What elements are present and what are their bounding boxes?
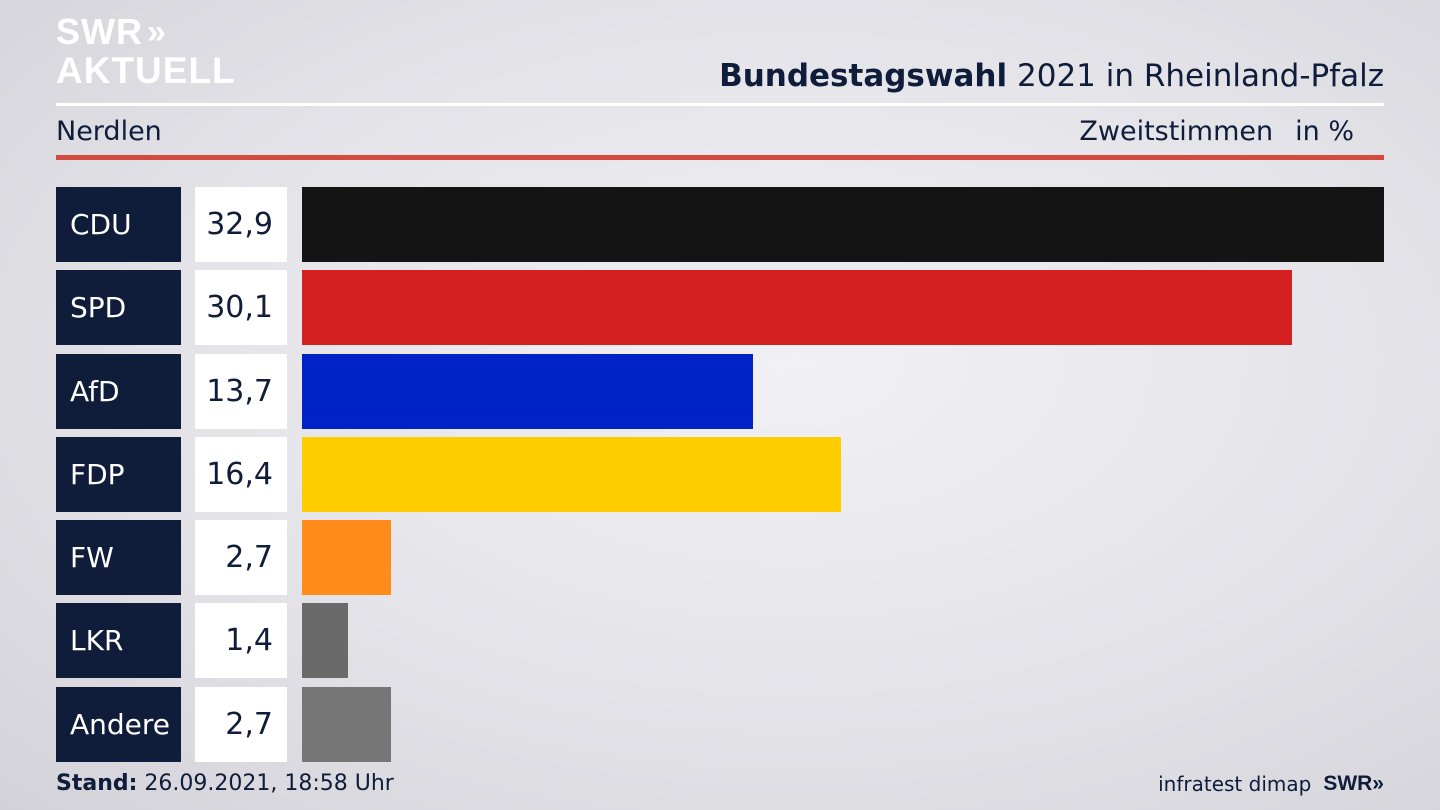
party-label: FDP <box>56 436 181 512</box>
location-label: Nerdlen <box>56 116 162 147</box>
logo-aktuell-text: AKTUELL <box>56 50 236 91</box>
party-label: SPD <box>56 270 181 346</box>
bar <box>302 436 841 512</box>
bar <box>302 187 1384 262</box>
value-label: 32,9 <box>195 187 287 262</box>
header-divider <box>56 103 1384 106</box>
bar <box>302 520 391 596</box>
chart-title: Bundestagswahl 2021 in Rheinland-Pfalz <box>719 58 1384 94</box>
bar <box>302 353 753 429</box>
vote-type-label: Zweitstimmen in % <box>1079 116 1354 147</box>
party-label: AfD <box>56 353 181 429</box>
source-label: infratest dimap <box>1158 772 1312 796</box>
bar-row: FDP 16,4 <box>56 436 1384 512</box>
swr-aktuell-logo: SWR» AKTUELL <box>56 11 236 91</box>
bar-row: Andere 2,7 <box>56 686 1384 762</box>
bar <box>302 603 348 679</box>
value-label: 1,4 <box>195 603 287 679</box>
logo-swr-text: SWR <box>56 11 143 52</box>
bar-row: LKR 1,4 <box>56 603 1384 679</box>
bar-row: FW 2,7 <box>56 520 1384 596</box>
timestamp: Stand: 26.09.2021, 18:58 Uhr <box>56 771 394 796</box>
unit-label: in % <box>1295 116 1354 147</box>
value-label: 13,7 <box>195 353 287 429</box>
logo-chevron-icon: » <box>147 13 166 51</box>
bar-chart: CDU 32,9 SPD 30,1 AfD 13,7 FDP 16,4 FW 2,7 LKR 1,4 A… <box>56 187 1384 770</box>
party-label: Andere <box>56 686 181 762</box>
chart-title-bold: Bundestagswahl <box>719 58 1008 94</box>
bar <box>302 686 391 762</box>
timestamp-value: 26.09.2021, 18:58 Uhr <box>144 771 394 796</box>
accent-divider <box>56 155 1384 160</box>
vote-type-text: Zweitstimmen <box>1079 116 1274 147</box>
value-label: 2,7 <box>195 686 287 762</box>
bar-row: AfD 13,7 <box>56 353 1384 429</box>
party-label: FW <box>56 520 181 596</box>
party-label: CDU <box>56 187 181 262</box>
chart-title-rest: 2021 in Rheinland-Pfalz <box>1017 58 1384 94</box>
value-label: 16,4 <box>195 436 287 512</box>
swr-brand-icon: SWR» <box>1323 772 1384 795</box>
value-label: 2,7 <box>195 520 287 596</box>
bar-row: CDU 32,9 <box>56 187 1384 262</box>
party-label: LKR <box>56 603 181 679</box>
timestamp-label: Stand: <box>56 771 138 796</box>
bar <box>302 270 1292 346</box>
source-credit: infratest dimap SWR» <box>1158 772 1384 796</box>
bar-row: SPD 30,1 <box>56 270 1384 346</box>
value-label: 30,1 <box>195 270 287 346</box>
